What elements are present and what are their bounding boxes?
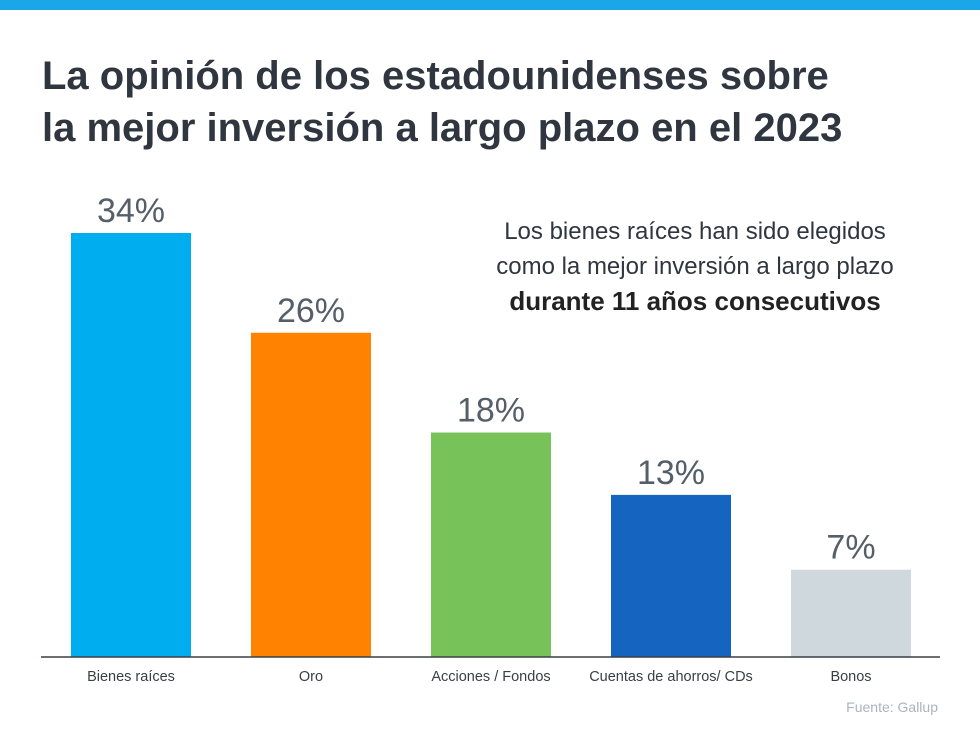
top-stripe <box>0 0 980 10</box>
bar-3 <box>611 494 731 657</box>
callout-line-3: durante 11 años consecutivos <box>509 286 881 316</box>
value-label-0: 34% <box>97 192 165 230</box>
category-label-0: Bienes raíces <box>87 669 175 685</box>
category-label-2: Acciones / Fondos <box>431 669 550 685</box>
bar-4 <box>791 569 911 657</box>
value-label-3: 13% <box>637 454 705 492</box>
category-label-4: Bonos <box>830 669 871 685</box>
bar-2 <box>431 432 551 657</box>
value-label-2: 18% <box>457 392 525 430</box>
callout-line-1: Los bienes raíces han sido elegidos <box>504 218 886 245</box>
bar-1 <box>251 332 371 657</box>
callout-text: Los bienes raíces han sido elegidos como… <box>430 214 960 319</box>
category-label-1: Oro <box>299 669 323 685</box>
bar-0 <box>71 233 191 657</box>
chart-title-line-2: la mejor inversión a largo plazo en el 2… <box>42 106 843 150</box>
source-note: Fuente: Gallup <box>846 699 938 715</box>
value-label-1: 26% <box>277 292 345 330</box>
value-label-4: 7% <box>826 529 875 567</box>
chart-title-line-1: La opinión de los estadounidenses sobre <box>42 54 829 98</box>
chart-title: La opinión de los estadounidenses sobre … <box>42 50 962 154</box>
category-label-3: Cuentas de ahorros/ CDs <box>589 669 753 685</box>
callout-line-2: como la mejor inversión a largo plazo <box>496 253 894 280</box>
